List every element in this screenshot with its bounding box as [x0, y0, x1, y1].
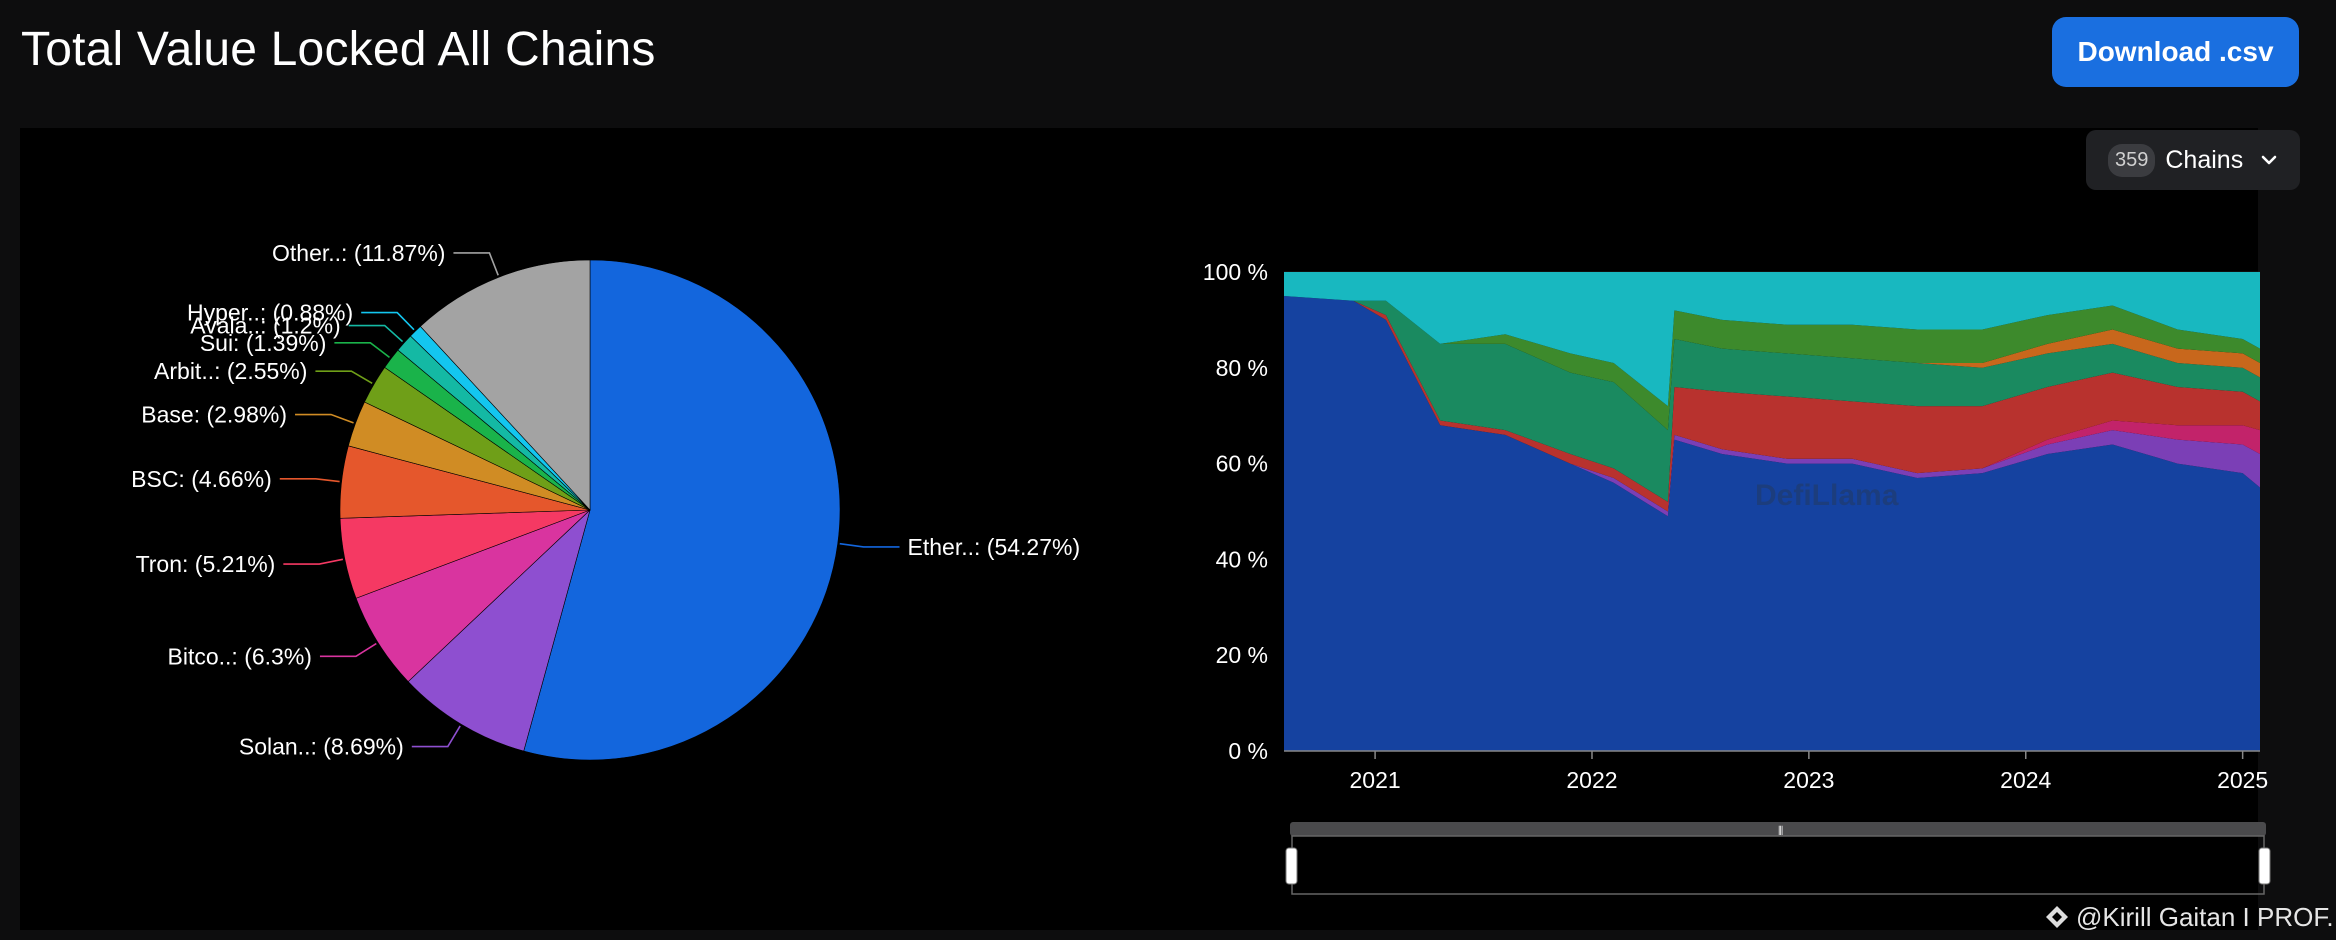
pie-slice[interactable] [419, 259, 591, 511]
page-title: Total Value Locked All Chains [21, 23, 656, 76]
x-tick-label: 2023 [1783, 767, 1834, 793]
zoom-window[interactable] [1291, 835, 2265, 895]
area-series[interactable] [1284, 295, 2260, 502]
area-series[interactable] [1284, 295, 2260, 431]
pie-label: Tron: (5.21%) [136, 551, 276, 577]
y-tick-label: 100 % [1203, 259, 1268, 285]
pie-leader-line [279, 478, 340, 483]
area-series[interactable] [1284, 295, 2260, 512]
pie-label: Ether..: (54.27%) [908, 534, 1081, 560]
pie-leader-line [839, 542, 900, 548]
pie-label: Base: (2.98%) [141, 402, 287, 428]
y-tick-label: 40 % [1216, 546, 1268, 572]
pie-label: Avala..: (1.2%) [190, 313, 340, 339]
binance-logo-icon [2046, 906, 2068, 928]
y-tick-label: 60 % [1216, 451, 1268, 477]
pie-leader-line [295, 413, 354, 424]
zoom-slider-track[interactable] [1290, 822, 2266, 836]
pie-leader-line [348, 324, 404, 343]
area-series[interactable] [1284, 295, 2260, 517]
zoom-right-handle[interactable] [2258, 847, 2271, 885]
chains-count-badge: 359 [2108, 143, 2156, 177]
zoom-slider[interactable]: ⦀ [1285, 822, 2271, 895]
zoom-left-handle[interactable] [1285, 847, 1298, 885]
y-tick-label: 80 % [1216, 355, 1268, 381]
chains-label: Chains [2165, 145, 2244, 174]
pie-leader-line [315, 370, 373, 384]
pie-label: BSC: (4.66%) [131, 466, 272, 492]
credit-text: @Kirill Gaitan I PROF... [2076, 902, 2336, 932]
x-tick-label: 2024 [2000, 767, 2051, 793]
y-tick-label: 20 % [1216, 642, 1268, 668]
area-series[interactable] [1284, 295, 2260, 751]
pie-leader-line [319, 642, 377, 658]
pie-label: Other..: (11.87%) [272, 240, 445, 266]
header-bar: Total Value Locked All Chains Download .… [0, 0, 2336, 126]
pie-label: Bitco..: (6.3%) [168, 643, 312, 669]
pie-slice[interactable] [523, 259, 841, 761]
pie-leader-line [453, 252, 499, 276]
pie-chart: Ether..: (54.27%) Solan..: (8.69%) Bitco..… [131, 240, 1081, 761]
area-series[interactable] [1284, 272, 2260, 407]
chains-dropdown[interactable]: 359 Chains [2086, 130, 2300, 190]
chevron-down-icon [2261, 155, 2277, 165]
download-csv-button[interactable]: Download .csv [2052, 17, 2299, 87]
x-tick-label: 2021 [1350, 767, 1401, 793]
pie-label: Arbit..: (2.55%) [154, 358, 307, 384]
pie-label: Solan..: (8.69%) [239, 734, 404, 760]
pie-label: Hyper..: (0.88%) [187, 300, 353, 326]
pie-label: Sui: (1.39%) [200, 330, 327, 356]
area-chart: 100 % 80 % 60 % 40 % 20 % 0 % DefiLlama 2021 202… [1203, 259, 2268, 793]
x-tick-label: 2022 [1566, 767, 1617, 793]
zoom-grip-icon[interactable]: ⦀ [1778, 824, 1783, 838]
watermark-text: DefiLlama [1755, 479, 1899, 512]
pie-leader-line [283, 558, 344, 565]
y-tick-label: 0 % [1228, 738, 1268, 764]
pie-leader-line [334, 342, 390, 359]
pie-leader-line [411, 725, 461, 748]
x-tick-label: 2025 [2217, 767, 2268, 793]
pie-leader-line [361, 311, 415, 331]
pie-slice[interactable] [407, 509, 591, 752]
